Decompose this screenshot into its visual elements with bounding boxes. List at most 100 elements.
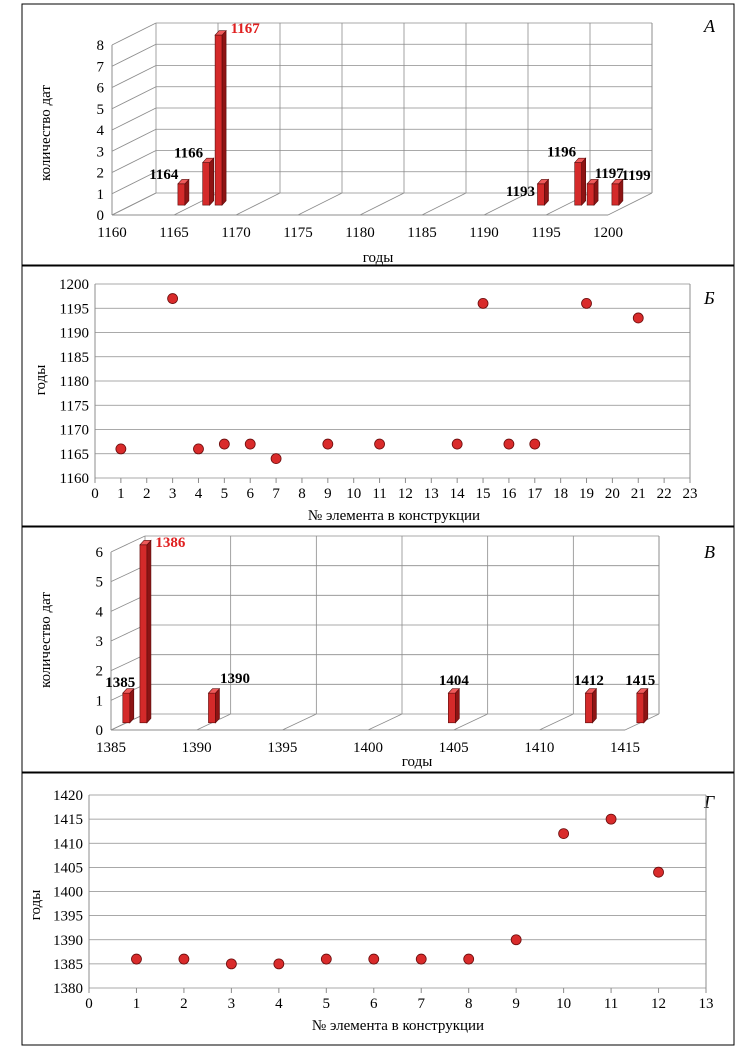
- panel-a-ytick-label: 4: [97, 123, 105, 139]
- panel-g-ytick-label: 1400: [53, 885, 83, 901]
- panel-v-xtick-label: 1395: [267, 740, 297, 756]
- panel-v-bar-top: [139, 540, 152, 546]
- panel-a-bar-top: [214, 30, 227, 36]
- panel-a-ytick-label: 0: [97, 208, 105, 224]
- panel-a-bar-side: [209, 157, 214, 206]
- panel-b-frame: [21, 265, 735, 527]
- panel-g-xtick-label: 8: [465, 996, 473, 1012]
- panel-b-ytick-label: 1175: [60, 398, 89, 414]
- panel-g-xtick-label: 11: [604, 996, 618, 1012]
- panel-v-ytick-label: 5: [96, 575, 104, 591]
- panel-b-ytick-label: 1185: [60, 350, 89, 366]
- panel-v-letter: В: [704, 542, 715, 562]
- panel-g-point: [273, 958, 285, 970]
- panel-b-ytick-label: 1200: [59, 277, 89, 293]
- panel-b-xtick-label: 2: [143, 486, 151, 502]
- panel-a-floor-line: [607, 192, 653, 216]
- panel-a-bar-label: 1193: [506, 184, 535, 200]
- panel-v-floor-line: [539, 713, 574, 731]
- panel-a-floor-line: [111, 192, 157, 216]
- panel-g-xtick-label: 2: [180, 996, 188, 1012]
- panel-g-ytick-label: 1380: [53, 981, 83, 997]
- panel-a-floor-line: [483, 192, 529, 216]
- panel-a-bar-front: [202, 162, 210, 206]
- panel-a-bar-label: 1197: [595, 166, 625, 182]
- panel-b-xtick-label: 4: [195, 486, 203, 502]
- panel-b-point: [322, 438, 334, 450]
- panel-a-bar-front: [586, 183, 595, 206]
- panel-g-point: [605, 813, 617, 825]
- panel-b-xtick-label: 15: [476, 486, 491, 502]
- panel-v-ytick-label: 3: [96, 634, 104, 650]
- panel-g-point: [131, 953, 142, 965]
- panel-v-bar-side: [146, 539, 152, 724]
- panel-v-bar-label: 1412: [574, 673, 604, 689]
- panel-v-bar-label: 1385: [105, 675, 135, 691]
- panel-g-xtick-label: 6: [370, 996, 378, 1012]
- panel-g-ytick-label: 1420: [53, 788, 83, 804]
- panel-g-point: [415, 953, 427, 965]
- panel-a-letter: А: [703, 16, 716, 36]
- panel-b-xtick-label: 6: [246, 486, 254, 502]
- panel-g-xtick-label: 7: [417, 996, 425, 1012]
- panel-a-ytick-label: 8: [97, 38, 105, 54]
- panel-a-side-gridline: [111, 107, 157, 131]
- panel-a-xtick-label: 1175: [283, 225, 312, 241]
- panel-g-ytick-label: 1415: [53, 812, 83, 828]
- panel-v-bar-side: [455, 687, 460, 724]
- panel-b-xtick-label: 11: [372, 486, 386, 502]
- panel-g-frame: [21, 772, 735, 1046]
- panel-b-xtick-label: 10: [346, 486, 361, 502]
- panel-a-ytick-label: 2: [97, 166, 105, 182]
- panel-b-point: [218, 438, 230, 450]
- panel-b-ytick-label: 1165: [60, 447, 89, 463]
- panel-a-floor-line: [421, 192, 467, 216]
- panel-v-floor-line: [453, 713, 488, 731]
- panel-b-point: [115, 443, 127, 455]
- panel-b-xtick-label: 23: [683, 486, 698, 502]
- panel-v-bar-top: [207, 688, 221, 694]
- panel-a-ytick-label: 3: [97, 144, 105, 160]
- panel-g-ytick-label: 1405: [53, 860, 83, 876]
- panel-v-bar-side: [215, 687, 220, 724]
- panel-v-bar-label: 1404: [439, 673, 470, 689]
- panel-v-xlabel: годы: [402, 754, 433, 770]
- panel-g-xtick-label: 0: [85, 996, 93, 1012]
- panel-v-bar-label: 1390: [220, 671, 250, 687]
- panel-b-xtick-label: 19: [579, 486, 594, 502]
- panel-a-xtick-label: 1165: [159, 225, 188, 241]
- panel-a-side-gridline: [111, 43, 157, 67]
- panel-g-ylabel: годы: [28, 890, 44, 921]
- panel-b-xtick-label: 1: [117, 486, 125, 502]
- panel-v-floor-line: [367, 713, 403, 731]
- panel-v-bar-side: [592, 687, 597, 724]
- panel-b-point: [374, 438, 385, 450]
- panel-g-xtick-label: 3: [228, 996, 236, 1012]
- panel-a-bar-front: [214, 34, 223, 206]
- panel-v-xtick-label: 1415: [610, 740, 640, 756]
- panel-v-ytick-label: 4: [96, 604, 104, 620]
- panel-b-ylabel: годы: [33, 365, 49, 396]
- panel-g-point: [368, 953, 380, 965]
- panel-v-ytick-label: 0: [96, 723, 104, 739]
- panel-g-ytick-label: 1385: [53, 957, 83, 973]
- panel-a-bar-top: [536, 179, 550, 185]
- panel-b-point: [529, 438, 541, 450]
- panel-v-bar-label: 1415: [625, 673, 655, 689]
- panel-b-point: [193, 443, 204, 455]
- panel-v-side-gridline: [110, 565, 146, 583]
- panel-v-bar-front: [585, 692, 593, 724]
- panel-a-bar-label: 1166: [174, 146, 204, 162]
- panel-a-bar-top: [574, 157, 587, 163]
- panel-a-ytick-label: 1: [97, 187, 105, 203]
- panel-g-ytick-label: 1395: [53, 909, 83, 925]
- panel-a-side-gridline: [111, 86, 157, 110]
- panel-v-ylabel: количество дат: [38, 592, 54, 688]
- panel-a-bar-label: 1164: [149, 167, 179, 183]
- panel-a-bar-front: [611, 183, 620, 206]
- panel-b-ytick-label: 1160: [60, 471, 89, 487]
- panel-a-chart: 0 1 2 3 4 5 6 7 8 1160 1165 1170 1175 1180 1185 1190 119…: [97, 21, 653, 241]
- panel-a-xtick-label: 1195: [531, 225, 560, 241]
